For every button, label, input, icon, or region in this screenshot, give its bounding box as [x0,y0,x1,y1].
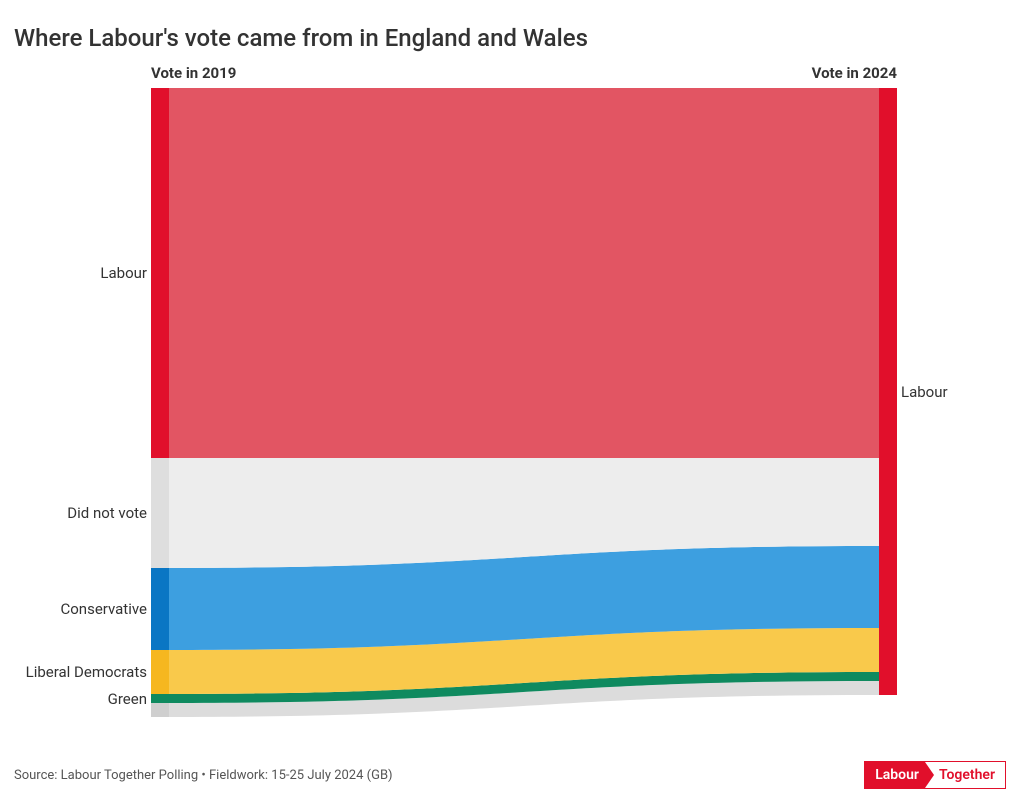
source-text: Source: Labour Together Polling • Fieldw… [14,768,393,783]
left-node-other [151,703,169,717]
sankey-svg [151,88,897,717]
flow-labour [169,88,879,458]
left-node-green [151,694,169,703]
logo-right-text: Together [925,762,1005,788]
left-node-libdem [151,650,169,694]
left-axis-labels: Labour Did not vote Conservative Liberal De… [14,64,151,717]
left-node-con [151,568,169,650]
right-label-labour: Labour [901,383,948,401]
left-node-labour [151,88,169,458]
left-label-con: Conservative [60,600,147,618]
left-label-labour: Labour [100,264,147,282]
left-node-dnv [151,458,169,568]
right-node-labour [879,88,897,695]
sankey-chart: Labour Did not vote Conservative Liberal De… [14,64,1006,717]
chart-title: Where Labour's vote came from in England… [14,24,1006,52]
header-right: Vote in 2024 [812,64,897,82]
left-label-green: Green [108,690,147,708]
logo-left-text: Labour [865,762,925,788]
right-axis-labels: Labour [897,64,1017,717]
left-label-libdem: Liberal Democrats [26,663,147,681]
left-label-dnv: Did not vote [67,504,147,522]
header-left: Vote in 2019 [151,64,236,82]
labour-together-logo: Labour Together [864,761,1006,789]
